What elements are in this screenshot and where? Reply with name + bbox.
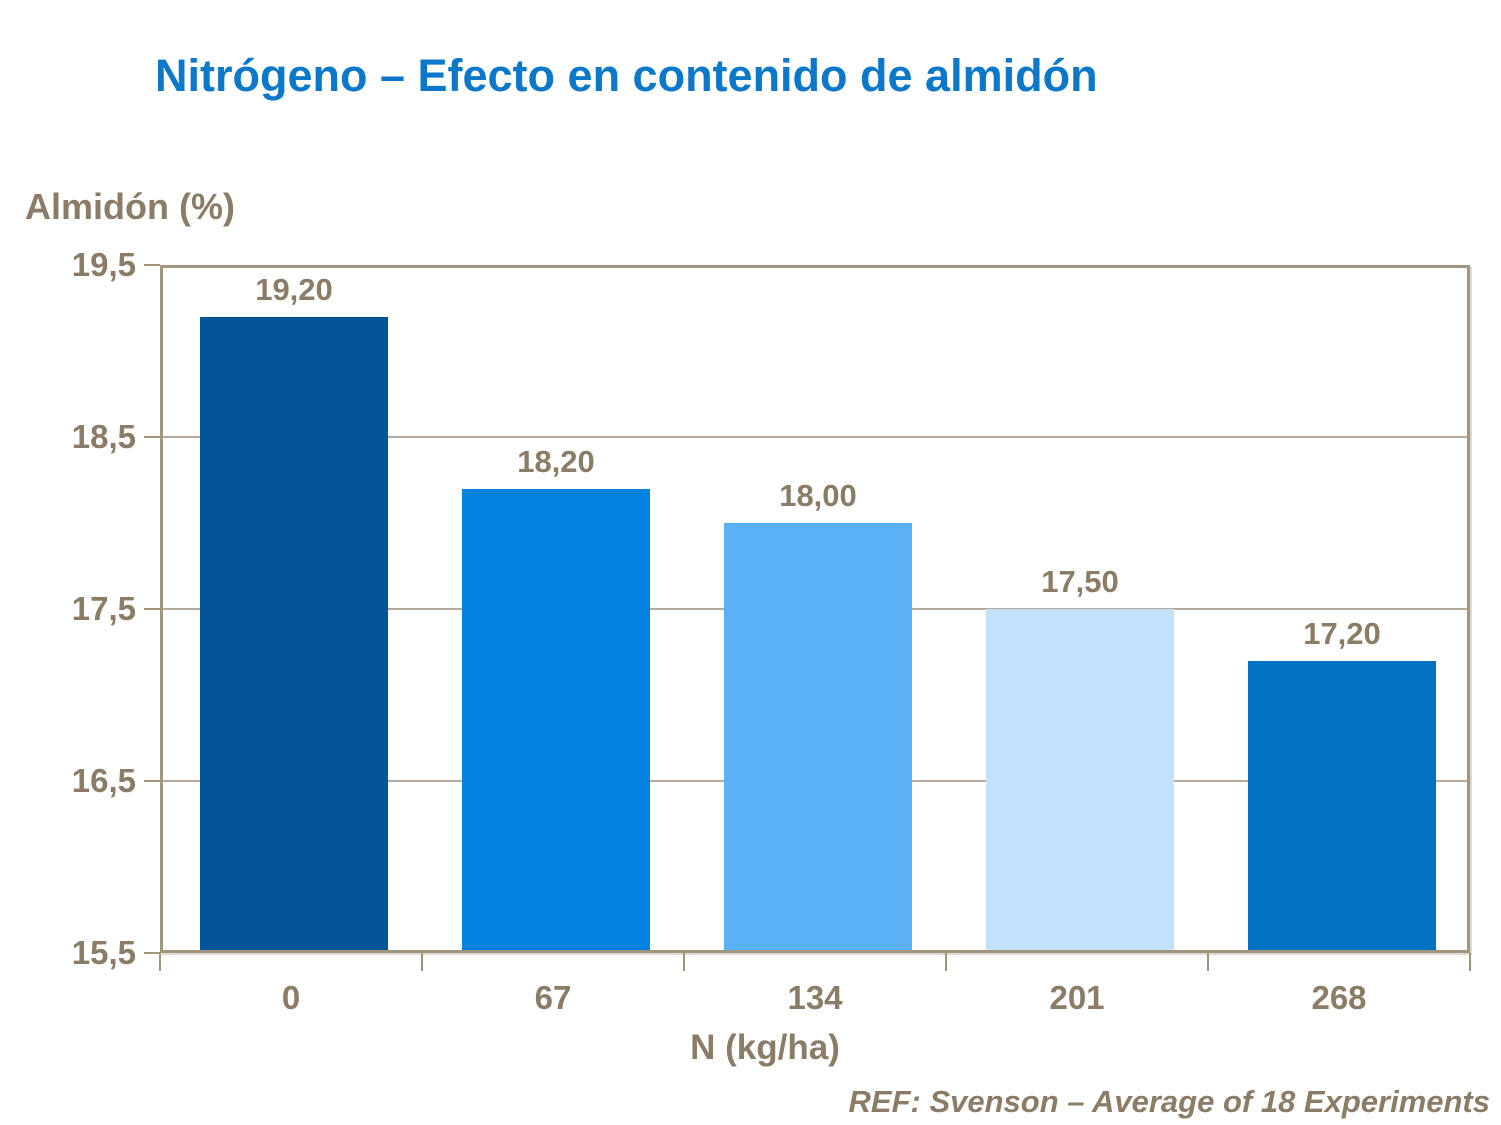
x-tick-label: 201 bbox=[1049, 979, 1105, 1016]
bar-value-label: 17,50 bbox=[1041, 564, 1119, 599]
bar-134 bbox=[724, 523, 912, 950]
x-axis-title: N (kg/ha) bbox=[690, 1028, 840, 1067]
bar-201 bbox=[986, 609, 1174, 950]
chart-title: Nitrógeno – Efecto en contenido de almid… bbox=[155, 50, 1098, 101]
bar-value-label: 18,00 bbox=[779, 478, 857, 513]
y-tick-label: 15,5 bbox=[71, 934, 136, 971]
x-axis-tick bbox=[1469, 953, 1471, 971]
y-axis-title: Almidón (%) bbox=[25, 186, 235, 227]
bar-67 bbox=[462, 488, 650, 950]
y-tick-label: 17,5 bbox=[71, 590, 136, 627]
x-tick-label: 268 bbox=[1311, 979, 1367, 1016]
y-tick-label: 16,5 bbox=[71, 762, 136, 799]
y-gridline bbox=[163, 436, 1467, 438]
x-axis-tick bbox=[159, 953, 161, 971]
bar-value-label: 18,20 bbox=[517, 443, 595, 479]
y-axis-tick bbox=[144, 264, 160, 266]
x-axis-tick bbox=[945, 953, 947, 971]
y-axis-tick bbox=[144, 780, 160, 782]
y-tick-label: 19,5 bbox=[71, 246, 136, 283]
x-axis-tick bbox=[683, 953, 685, 971]
x-axis-tick bbox=[421, 953, 423, 971]
bar-value-label: 19,20 bbox=[255, 271, 333, 307]
x-tick-label: 67 bbox=[534, 979, 572, 1016]
bar-0 bbox=[200, 316, 388, 950]
x-axis-tick bbox=[1207, 953, 1209, 971]
bar-value-label: 17,20 bbox=[1303, 615, 1381, 651]
plot-area: 19,20 18,20 18,00 17,50 17,20 bbox=[160, 265, 1470, 953]
x-tick-label: 134 bbox=[787, 979, 843, 1016]
reference-note: REF: Svenson – Average of 18 Experiments bbox=[848, 1084, 1490, 1119]
y-axis-tick bbox=[144, 436, 160, 438]
bar-268 bbox=[1248, 660, 1436, 950]
y-axis-tick bbox=[144, 952, 160, 954]
x-tick-label: 0 bbox=[281, 979, 301, 1016]
y-axis-tick bbox=[144, 608, 160, 610]
y-tick-label: 18,5 bbox=[71, 418, 136, 455]
